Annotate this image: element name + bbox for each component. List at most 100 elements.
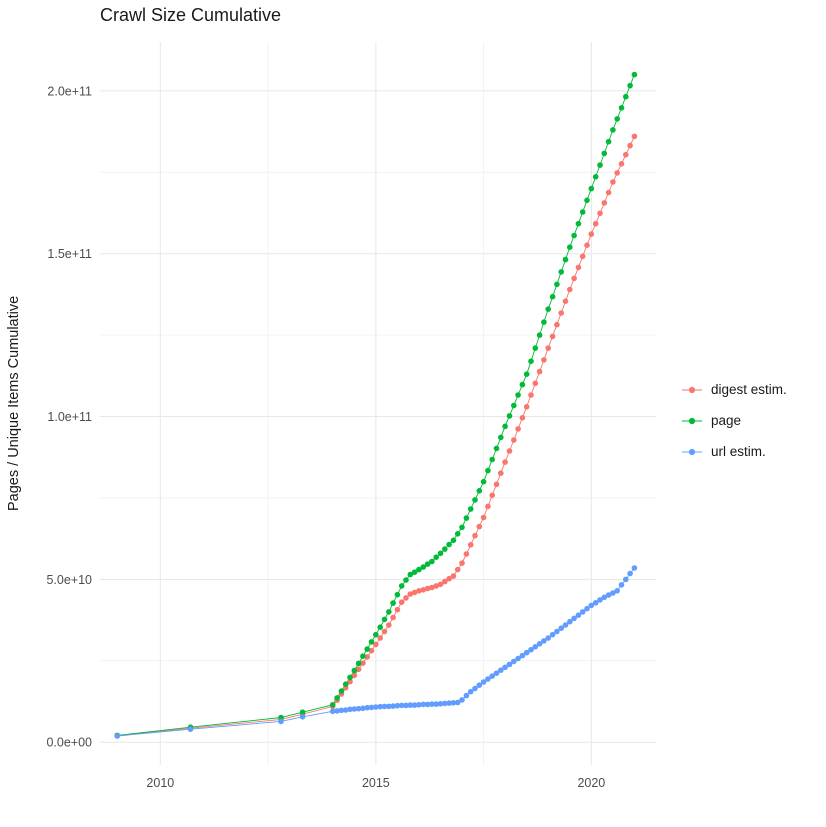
data-point-page <box>480 478 487 485</box>
data-point-page <box>562 256 569 263</box>
data-point-digest-estim- <box>545 345 551 351</box>
data-point-page <box>588 185 595 192</box>
data-point-page <box>485 467 491 474</box>
y-tick-label: 5.0e+10 <box>46 573 92 587</box>
data-point-page <box>571 232 577 239</box>
data-point-digest-estim- <box>463 551 470 557</box>
data-point-page <box>329 702 336 708</box>
data-point-url-estim- <box>355 705 362 712</box>
data-point-url-estim- <box>623 576 629 583</box>
data-point-url-estim- <box>442 700 448 707</box>
data-point-page <box>528 358 534 365</box>
data-point-digest-estim- <box>523 404 530 410</box>
data-point-page <box>360 653 366 659</box>
chart-title: Crawl Size Cumulative <box>100 5 282 25</box>
data-point-page <box>334 695 340 701</box>
legend-item-url-estim-: url estim. <box>680 436 787 467</box>
data-point-page <box>368 639 375 645</box>
data-point-url-estim- <box>454 699 461 706</box>
data-point-page <box>278 714 284 721</box>
data-point-url-estim- <box>390 703 396 709</box>
data-point-page <box>351 667 358 674</box>
data-point-digest-estim- <box>433 583 440 589</box>
data-point-digest-estim- <box>351 672 358 679</box>
data-point-url-estim- <box>515 655 521 662</box>
data-point-page <box>502 423 508 430</box>
data-point-digest-estim- <box>429 584 435 591</box>
data-point-url-estim- <box>584 605 590 612</box>
data-point-url-estim- <box>498 667 504 673</box>
data-point-digest-estim- <box>610 179 616 185</box>
data-point-page <box>558 269 564 275</box>
data-point-digest-estim- <box>515 426 521 432</box>
data-point-page <box>420 564 427 570</box>
data-point-digest-estim- <box>511 437 517 443</box>
data-point-page <box>454 531 461 537</box>
data-point-page <box>532 345 539 351</box>
data-point-digest-estim- <box>579 253 586 260</box>
data-point-url-estim- <box>437 701 444 707</box>
data-point-url-estim- <box>411 702 418 708</box>
data-point-page <box>347 674 353 681</box>
data-point-page <box>614 116 620 122</box>
data-point-digest-estim- <box>541 357 547 363</box>
data-point-url-estim- <box>605 592 612 598</box>
data-point-page <box>472 497 478 503</box>
data-point-digest-estim- <box>373 641 379 648</box>
data-point-url-estim- <box>610 590 616 596</box>
data-point-url-estim- <box>420 701 427 708</box>
data-point-url-estim- <box>618 582 625 588</box>
data-point-url-estim- <box>377 703 384 710</box>
data-point-digest-estim- <box>390 614 396 621</box>
data-point-url-estim- <box>614 588 620 594</box>
data-point-url-estim- <box>467 688 474 695</box>
data-point-digest-estim- <box>411 589 418 596</box>
data-point-page <box>536 332 543 338</box>
data-point-page <box>433 554 440 560</box>
legend: digest estim. page url estim. <box>680 374 787 467</box>
data-point-url-estim- <box>631 565 638 571</box>
data-point-page <box>463 515 470 521</box>
data-point-page <box>506 413 513 419</box>
data-point-url-estim- <box>545 635 551 641</box>
data-point-url-estim- <box>407 702 414 708</box>
data-point-page <box>381 616 388 623</box>
data-point-page <box>584 197 590 204</box>
data-point-digest-estim- <box>381 628 388 635</box>
data-point-page <box>498 434 504 441</box>
data-point-url-estim- <box>424 701 431 708</box>
data-point-digest-estim- <box>355 666 362 673</box>
data-point-page <box>493 445 500 452</box>
data-point-digest-estim- <box>558 310 564 316</box>
data-point-page <box>489 456 496 463</box>
data-point-page <box>386 609 392 615</box>
data-point-digest-estim- <box>403 595 409 601</box>
data-point-digest-estim- <box>575 264 582 271</box>
data-point-page <box>407 571 414 578</box>
data-point-url-estim- <box>571 615 577 622</box>
data-point-digest-estim- <box>386 622 392 628</box>
data-point-digest-estim- <box>506 448 513 454</box>
data-point-url-estim- <box>351 706 358 712</box>
data-point-page <box>519 381 526 388</box>
data-point-digest-estim- <box>605 189 612 196</box>
data-point-page <box>605 138 612 145</box>
data-point-url-estim- <box>403 702 409 709</box>
data-point-page <box>511 402 517 409</box>
data-point-digest-estim- <box>347 678 353 685</box>
data-point-url-estim- <box>394 702 401 709</box>
data-point-page <box>554 281 560 288</box>
data-point-page <box>355 660 362 667</box>
data-point-url-estim- <box>347 706 353 713</box>
data-point-digest-estim- <box>627 142 633 149</box>
data-point-page <box>601 150 608 157</box>
data-point-page <box>394 591 401 598</box>
data-point-page <box>597 162 603 168</box>
legend-key-point <box>688 386 696 393</box>
data-point-url-estim- <box>373 704 379 710</box>
data-point-url-estim- <box>338 707 345 714</box>
data-point-page <box>299 709 306 715</box>
data-point-url-estim- <box>506 661 513 668</box>
data-point-page <box>592 174 599 180</box>
legend-key-icon <box>682 386 702 393</box>
